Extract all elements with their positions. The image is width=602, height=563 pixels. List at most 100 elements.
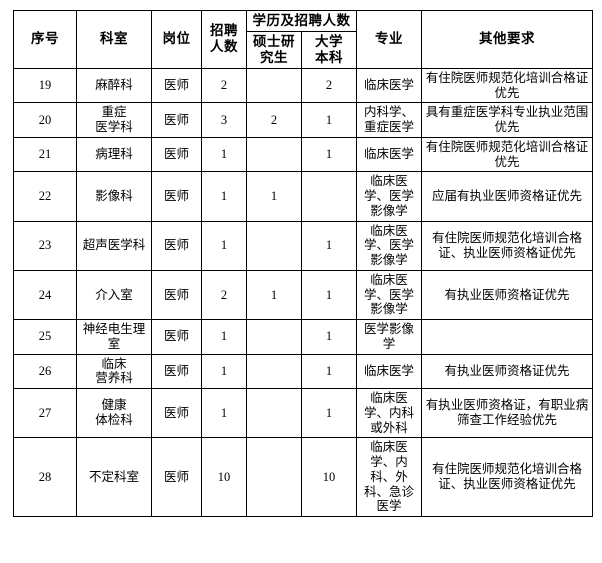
cell-bachelor-count: 1 (301, 388, 357, 439)
cell-department: 不定科室 (76, 437, 152, 518)
col-header-major: 专业 (356, 10, 422, 69)
table-row: 28 不定科室 医师 10 10 临床医学、内科、外科、急诊医学 有住院医师规范化培训合格证… (13, 437, 593, 518)
cell-other-requirements: 有住院医师规范化培训合格证优先 (421, 67, 593, 104)
col-header-bachelor: 大学 本科 (301, 30, 357, 69)
cell-master-count (246, 319, 302, 355)
cell-seq: 28 (13, 437, 77, 518)
cell-department: 神经电生理室 (76, 319, 152, 355)
cell-bachelor-count: 1 (301, 269, 357, 321)
cell-seq: 26 (13, 353, 77, 390)
cell-master-count: 2 (246, 102, 302, 138)
cell-position: 医师 (151, 171, 202, 222)
cell-major: 内科学、 重症医学 (356, 102, 422, 138)
cell-master-count (246, 136, 302, 173)
cell-other-requirements (421, 319, 593, 355)
cell-recruit-count: 1 (201, 220, 247, 271)
cell-position: 医师 (151, 102, 202, 138)
col-header-department: 科室 (76, 10, 152, 69)
cell-department: 影像科 (76, 171, 152, 222)
cell-bachelor-count: 1 (301, 220, 357, 271)
cell-bachelor-count (301, 171, 357, 222)
cell-bachelor-count: 1 (301, 102, 357, 138)
cell-department: 重症 医学科 (76, 102, 152, 138)
cell-recruit-count: 10 (201, 437, 247, 518)
cell-recruit-count: 1 (201, 136, 247, 173)
cell-other-requirements: 有住院医师规范化培训合格证、执业医师资格证优先 (421, 437, 593, 518)
cell-department: 病理科 (76, 136, 152, 173)
header-row-top: 序号 科室 岗位 招聘 人数 学历及招聘人数 专业 其他要求 (13, 10, 593, 69)
col-header-seq: 序号 (13, 10, 77, 69)
cell-master-count: 1 (246, 269, 302, 321)
cell-other-requirements: 有住院医师规范化培训合格证优先 (421, 136, 593, 173)
col-header-other-requirements: 其他要求 (421, 10, 593, 69)
cell-major: 临床医学 (356, 67, 422, 104)
cell-major: 临床医学、医学影像学 (356, 269, 422, 321)
cell-department: 介入室 (76, 269, 152, 321)
cell-master-count (246, 388, 302, 439)
cell-recruit-count: 1 (201, 171, 247, 222)
cell-position: 医师 (151, 437, 202, 518)
cell-bachelor-count: 1 (301, 319, 357, 355)
cell-position: 医师 (151, 388, 202, 439)
cell-recruit-count: 3 (201, 102, 247, 138)
cell-bachelor-count: 1 (301, 353, 357, 390)
cell-seq: 22 (13, 171, 77, 222)
cell-seq: 25 (13, 319, 77, 355)
cell-other-requirements: 应届有执业医师资格证优先 (421, 171, 593, 222)
cell-seq: 24 (13, 269, 77, 321)
cell-major: 临床医学 (356, 136, 422, 173)
cell-master-count (246, 220, 302, 271)
cell-department: 健康 体检科 (76, 388, 152, 439)
cell-seq: 23 (13, 220, 77, 271)
cell-other-requirements: 有执业医师资格证优先 (421, 269, 593, 321)
recruitment-table: 序号 科室 岗位 招聘 人数 学历及招聘人数 专业 其他要求 硕士研 究生 大学 本科… (13, 10, 593, 518)
cell-other-requirements: 有住院医师规范化培训合格证、执业医师资格证优先 (421, 220, 593, 271)
cell-master-count: 1 (246, 171, 302, 222)
cell-position: 医师 (151, 67, 202, 104)
cell-major: 临床医学、内科、外科、急诊医学 (356, 437, 422, 518)
col-header-recruit-count: 招聘 人数 (201, 10, 247, 69)
cell-other-requirements: 有执业医师资格证优先 (421, 353, 593, 390)
cell-seq: 21 (13, 136, 77, 173)
table-row: 25 神经电生理室 医师 1 1 医学影像学 (13, 319, 593, 355)
cell-other-requirements: 有执业医师资格证，有职业病筛查工作经验优先 (421, 388, 593, 439)
cell-position: 医师 (151, 319, 202, 355)
cell-major: 临床医学、医学影像学 (356, 220, 422, 271)
cell-recruit-count: 1 (201, 388, 247, 439)
table-header: 序号 科室 岗位 招聘 人数 学历及招聘人数 专业 其他要求 硕士研 究生 大学 本科 (13, 10, 593, 69)
cell-position: 医师 (151, 220, 202, 271)
table-row: 23 超声医学科 医师 1 1 临床医学、医学影像学 有住院医师规范化培训合格证、执业医师资… (13, 220, 593, 271)
cell-department: 超声医学科 (76, 220, 152, 271)
table-row: 21 病理科 医师 1 1 临床医学 有住院医师规范化培训合格证优先 (13, 136, 593, 173)
cell-position: 医师 (151, 136, 202, 173)
cell-recruit-count: 2 (201, 269, 247, 321)
col-header-master: 硕士研 究生 (246, 30, 302, 69)
cell-master-count (246, 67, 302, 104)
table-row: 20 重症 医学科 医师 3 2 1 内科学、 重症医学 具有重症医学科专业执业范围优先 (13, 102, 593, 138)
cell-major: 医学影像学 (356, 319, 422, 355)
cell-recruit-count: 2 (201, 67, 247, 104)
cell-seq: 27 (13, 388, 77, 439)
cell-department: 麻醉科 (76, 67, 152, 104)
table-row: 27 健康 体检科 医师 1 1 临床医学、内科或外科 有执业医师资格证，有职业病筛查工作经验… (13, 388, 593, 439)
cell-major: 临床医学、内科或外科 (356, 388, 422, 439)
header-row-sub: 硕士研 究生 大学 本科 (14, 30, 593, 69)
cell-department: 临床 营养科 (76, 353, 152, 390)
cell-seq: 20 (13, 102, 77, 138)
cell-bachelor-count: 10 (301, 437, 357, 518)
cell-seq: 19 (13, 67, 77, 104)
cell-master-count (246, 437, 302, 518)
cell-master-count (246, 353, 302, 390)
cell-major: 临床医学、医学影像学 (356, 171, 422, 222)
cell-major: 临床医学 (356, 353, 422, 390)
col-header-education-group: 学历及招聘人数 (246, 10, 357, 32)
cell-bachelor-count: 2 (301, 67, 357, 104)
col-header-position: 岗位 (151, 10, 202, 69)
cell-recruit-count: 1 (201, 319, 247, 355)
cell-other-requirements: 具有重症医学科专业执业范围优先 (421, 102, 593, 138)
table-row: 26 临床 营养科 医师 1 1 临床医学 有执业医师资格证优先 (13, 353, 593, 390)
table-row: 19 麻醉科 医师 2 2 临床医学 有住院医师规范化培训合格证优先 (13, 67, 593, 104)
cell-recruit-count: 1 (201, 353, 247, 390)
cell-position: 医师 (151, 269, 202, 321)
